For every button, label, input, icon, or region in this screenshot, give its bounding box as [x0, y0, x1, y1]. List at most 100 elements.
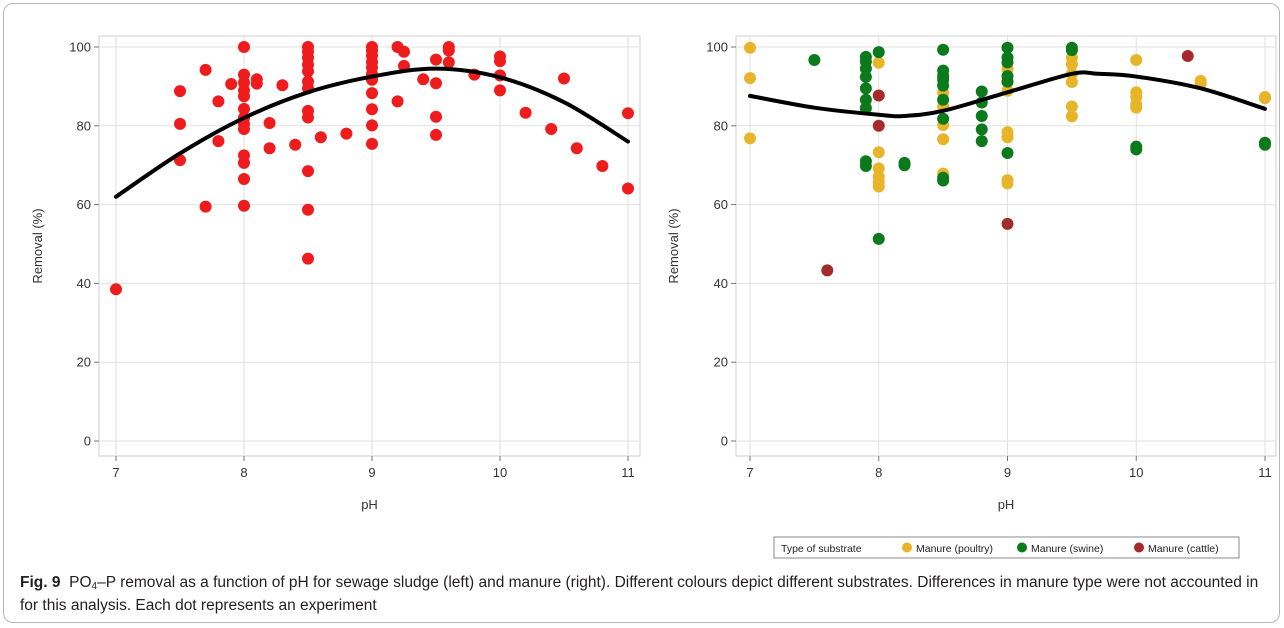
- data-point: [1130, 101, 1143, 114]
- data-point: [859, 159, 872, 172]
- data-point: [1065, 100, 1078, 113]
- data-point: [263, 117, 276, 130]
- data-point: [238, 122, 250, 135]
- caption-formula: PO: [69, 574, 92, 591]
- gridlines: [736, 36, 1276, 456]
- data-point: [545, 122, 558, 135]
- data-point: [975, 109, 988, 122]
- fit-curve: [748, 70, 1267, 119]
- legend-title: Type of substrate: [781, 543, 862, 555]
- data-point: [519, 106, 532, 119]
- figure-label: Fig. 9: [20, 574, 61, 591]
- data-point: [872, 56, 885, 69]
- plot-area: [735, 35, 1277, 457]
- legend-entry-label: Manure (cattle): [1148, 543, 1219, 555]
- series-group: [110, 41, 634, 296]
- data-point: [238, 156, 250, 169]
- data-point: [442, 44, 455, 57]
- data-point: [1065, 58, 1078, 71]
- data-point: [366, 87, 378, 100]
- legend-marker: [1134, 542, 1144, 553]
- data-point: [212, 95, 225, 108]
- data-point: [430, 128, 442, 141]
- y-tick-label: 80: [77, 118, 91, 133]
- data-point: [302, 65, 314, 78]
- data-point: [1181, 50, 1194, 63]
- x-tick-label: 9: [368, 465, 375, 480]
- data-point: [859, 82, 872, 95]
- data-point: [1130, 143, 1143, 156]
- data-point: [442, 56, 455, 69]
- data-point: [622, 182, 634, 195]
- y-axis-label: Removal (%): [666, 208, 681, 283]
- x-tick-label: 10: [1129, 465, 1143, 480]
- data-point: [859, 93, 872, 106]
- data-point: [872, 232, 885, 245]
- data-point: [872, 119, 885, 132]
- y-tick-label: 20: [714, 355, 728, 370]
- data-point: [1259, 138, 1271, 151]
- data-point: [937, 174, 950, 187]
- y-tick-label: 40: [77, 276, 91, 291]
- data-point: [1001, 177, 1014, 190]
- data-point: [238, 41, 250, 53]
- data-point: [174, 117, 186, 130]
- y-tick-label: 100: [706, 40, 728, 55]
- data-point: [302, 203, 314, 216]
- data-point: [821, 264, 834, 277]
- data-point: [430, 110, 442, 123]
- y-tick-label: 0: [721, 434, 728, 449]
- y-tick-label: 80: [714, 118, 728, 133]
- legend-marker: [1017, 542, 1027, 553]
- y-axis-label: Removal (%): [30, 208, 45, 283]
- data-point: [872, 162, 885, 175]
- data-point: [199, 63, 212, 76]
- legend-entry-label: Manure (poultry): [916, 543, 993, 555]
- data-point: [238, 102, 250, 115]
- data-point: [937, 133, 950, 146]
- data-point: [276, 79, 289, 92]
- fit-curve: [114, 66, 630, 199]
- x-axis-label: pH: [361, 497, 378, 512]
- data-point: [1001, 41, 1014, 54]
- data-point: [1065, 76, 1078, 89]
- data-point: [975, 135, 988, 148]
- data-point: [558, 72, 570, 85]
- data-point: [391, 95, 404, 108]
- legend-entry-label: Manure (swine): [1031, 543, 1103, 555]
- data-point: [302, 111, 314, 124]
- x-tick-label: 10: [493, 465, 507, 480]
- data-point: [744, 72, 756, 85]
- data-point: [430, 77, 442, 90]
- caption-formula-subscript: 4: [91, 581, 98, 592]
- data-point: [1001, 217, 1014, 230]
- data-point: [596, 159, 609, 172]
- data-point: [1001, 56, 1014, 69]
- y-tick-label: 60: [714, 197, 728, 212]
- data-point: [975, 123, 988, 136]
- x-tick-label: 11: [621, 465, 635, 480]
- x-axis-label: pH: [998, 497, 1015, 512]
- data-point: [1001, 146, 1014, 159]
- y-tick-label: 100: [69, 40, 91, 55]
- data-point: [225, 78, 238, 91]
- data-point: [250, 77, 263, 90]
- y-tick-label: 0: [84, 434, 91, 449]
- x-tick-label: 9: [1004, 465, 1011, 480]
- data-point: [872, 180, 885, 193]
- data-point: [340, 127, 353, 140]
- data-point: [366, 119, 378, 132]
- data-point: [744, 41, 756, 54]
- data-point: [398, 45, 410, 58]
- data-point: [622, 107, 634, 120]
- data-point: [975, 85, 988, 98]
- data-point: [808, 54, 821, 67]
- data-point: [1130, 54, 1143, 67]
- data-point: [238, 199, 250, 212]
- data-point: [937, 79, 950, 92]
- data-point: [494, 84, 506, 97]
- data-point: [937, 112, 950, 125]
- data-point: [494, 55, 506, 68]
- data-point: [314, 131, 327, 144]
